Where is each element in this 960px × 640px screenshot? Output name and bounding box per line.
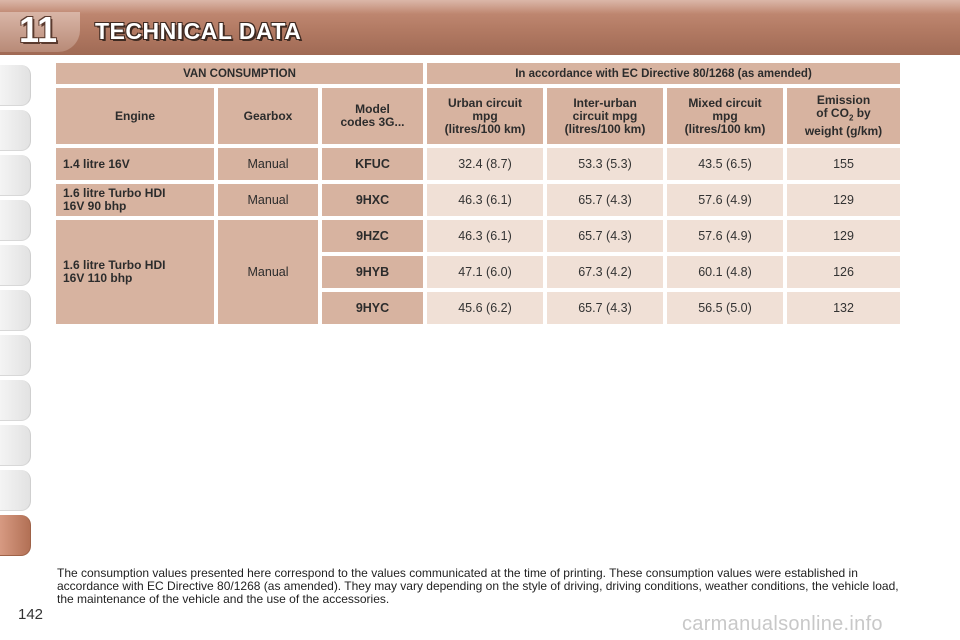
engine-line2: 16V 110 bhp: [63, 271, 133, 285]
thumb-tab-2[interactable]: [0, 110, 31, 151]
page-number: 142: [18, 606, 44, 623]
model-code-cell: 9HYB: [322, 256, 423, 288]
table-row: 1.6 litre Turbo HDI 16V 110 bhp Manual 9…: [56, 220, 900, 324]
thumb-index-strip: [0, 65, 32, 575]
thumb-tab-10[interactable]: [0, 470, 31, 511]
mixed-value-cell: 43.5 (6.5): [667, 148, 783, 180]
chapter-number: 11: [18, 9, 58, 50]
urban-value-cell: 47.1 (6.0): [427, 256, 543, 288]
thumb-tab-3[interactable]: [0, 155, 31, 196]
emission-value-cell: 129: [787, 220, 900, 252]
emission-value-cell: 126: [787, 256, 900, 288]
table-row: 9HYC 45.6 (6.2) 65.7 (4.3) 56.5 (5.0) 13…: [56, 292, 900, 324]
mixed-value-cell: 57.6 (4.9): [667, 220, 783, 252]
mixed-value-cell: 56.5 (5.0): [667, 292, 783, 324]
mixed-value-cell: 60.1 (4.8): [667, 256, 783, 288]
header-emission: Emission of CO2 by weight (g/km): [787, 88, 900, 144]
header-engine-label: Engine: [114, 108, 155, 123]
engine-cell: 1.6 litre Turbo HDI 16V 110 bhp: [56, 220, 214, 324]
engine-line1: 1.4 litre 16V: [63, 156, 130, 171]
thumb-tab-4[interactable]: [0, 200, 31, 241]
table-row: 1.6 litre Turbo HDI 16V 90 bhp Manual 9H…: [56, 184, 900, 216]
thumb-tab-6[interactable]: [0, 290, 31, 331]
header-model-codes: Model codes 3G...: [322, 88, 423, 144]
mixed-value-cell: 57.6 (4.9): [667, 184, 783, 216]
thumb-tab-5[interactable]: [0, 245, 31, 286]
engine-cell: 1.4 litre 16V: [56, 148, 214, 180]
inter-urban-value-cell: 65.7 (4.3): [547, 184, 663, 216]
urban-value-cell: 32.4 (8.7): [427, 148, 543, 180]
header-mixed: Mixed circuit mpg (litres/100 km): [667, 88, 783, 144]
thumb-tab-7[interactable]: [0, 335, 31, 376]
inter-urban-value-cell: 65.7 (4.3): [547, 292, 663, 324]
page-title: TECHNICAL DATA: [95, 18, 302, 44]
emission-value-cell: 129: [787, 184, 900, 216]
header-mixed-line1: Mixed circuit: [688, 95, 762, 110]
header-urban: Urban circuit mpg (litres/100 km): [427, 88, 543, 144]
emission-value-cell: 132: [787, 292, 900, 324]
inter-urban-value-cell: 65.7 (4.3): [547, 220, 663, 252]
urban-value-cell: 46.3 (6.1): [427, 184, 543, 216]
header-emission-subscript: 2: [848, 113, 854, 123]
header-emission-line1: Emission: [816, 93, 871, 108]
header-gearbox: Gearbox: [218, 88, 318, 144]
header-urban-line3: (litres/100 km): [444, 121, 526, 136]
inter-urban-value-cell: 67.3 (4.2): [547, 256, 663, 288]
header-model-line1: Model: [355, 102, 390, 116]
consumption-table-wrap: VAN CONSUMPTION In accordance with EC Di…: [56, 63, 904, 328]
inter-urban-value-cell: 53.3 (5.3): [547, 148, 663, 180]
header-urban-line1: Urban circuit: [447, 95, 522, 110]
engine-line2: 16V 90 bhp: [63, 199, 127, 213]
emission-value-cell: 155: [787, 148, 900, 180]
engine-cell: 1.6 litre Turbo HDI 16V 90 bhp: [56, 184, 214, 216]
header-gearbox-label: Gearbox: [243, 108, 293, 123]
header-model-line2: codes 3G...: [340, 115, 405, 129]
header-mixed-line2: mpg: [712, 108, 738, 123]
engine-line1: 1.6 litre Turbo HDI: [63, 186, 166, 200]
thumb-tab-8[interactable]: [0, 380, 31, 421]
header-shine: [0, 0, 960, 14]
header-inter-line1: Inter-urban: [573, 95, 637, 110]
model-code-cell: KFUC: [322, 148, 423, 180]
urban-value-cell: 46.3 (6.1): [427, 220, 543, 252]
header-mixed-line3: (litres/100 km): [684, 121, 766, 136]
engine-line1: 1.6 litre Turbo HDI: [63, 258, 166, 272]
thumb-tab-1[interactable]: [0, 65, 31, 106]
gearbox-cell: Manual: [218, 148, 318, 180]
header-inter-line3: (litres/100 km): [564, 121, 646, 136]
header-urban-line2: mpg: [472, 108, 498, 123]
table-title-right: In accordance with EC Directive 80/1268 …: [427, 63, 900, 84]
thumb-tab-11-active[interactable]: [0, 515, 31, 556]
header-emission-line3: weight (g/km): [804, 123, 883, 138]
header-emission-line2a: of CO: [816, 106, 849, 121]
table-title-left: VAN CONSUMPTION: [56, 63, 423, 84]
header-emission-line2b: by: [853, 106, 871, 121]
table-row: 9HYB 47.1 (6.0) 67.3 (4.2) 60.1 (4.8) 12…: [56, 256, 900, 288]
table-row: 1.4 litre 16V Manual KFUC 32.4 (8.7) 53.…: [56, 148, 900, 180]
chapter-tab: [0, 12, 80, 52]
watermark-text: carmanualsonline.info: [682, 613, 883, 635]
header-inter-urban: Inter-urban circuit mpg (litres/100 km): [547, 88, 663, 144]
header-engine: Engine: [56, 88, 214, 144]
consumption-footnote: The consumption values presented here co…: [57, 566, 899, 606]
model-code-cell: 9HZC: [322, 220, 423, 252]
gearbox-cell: Manual: [218, 220, 318, 324]
header-band: [0, 0, 960, 55]
urban-value-cell: 45.6 (6.2): [427, 292, 543, 324]
header-inter-line2: circuit mpg: [572, 108, 638, 123]
thumb-tab-9[interactable]: [0, 425, 31, 466]
consumption-table: VAN CONSUMPTION In accordance with EC Di…: [52, 59, 904, 328]
gearbox-cell: Manual: [218, 184, 318, 216]
model-code-cell: 9HXC: [322, 184, 423, 216]
model-code-cell: 9HYC: [322, 292, 423, 324]
